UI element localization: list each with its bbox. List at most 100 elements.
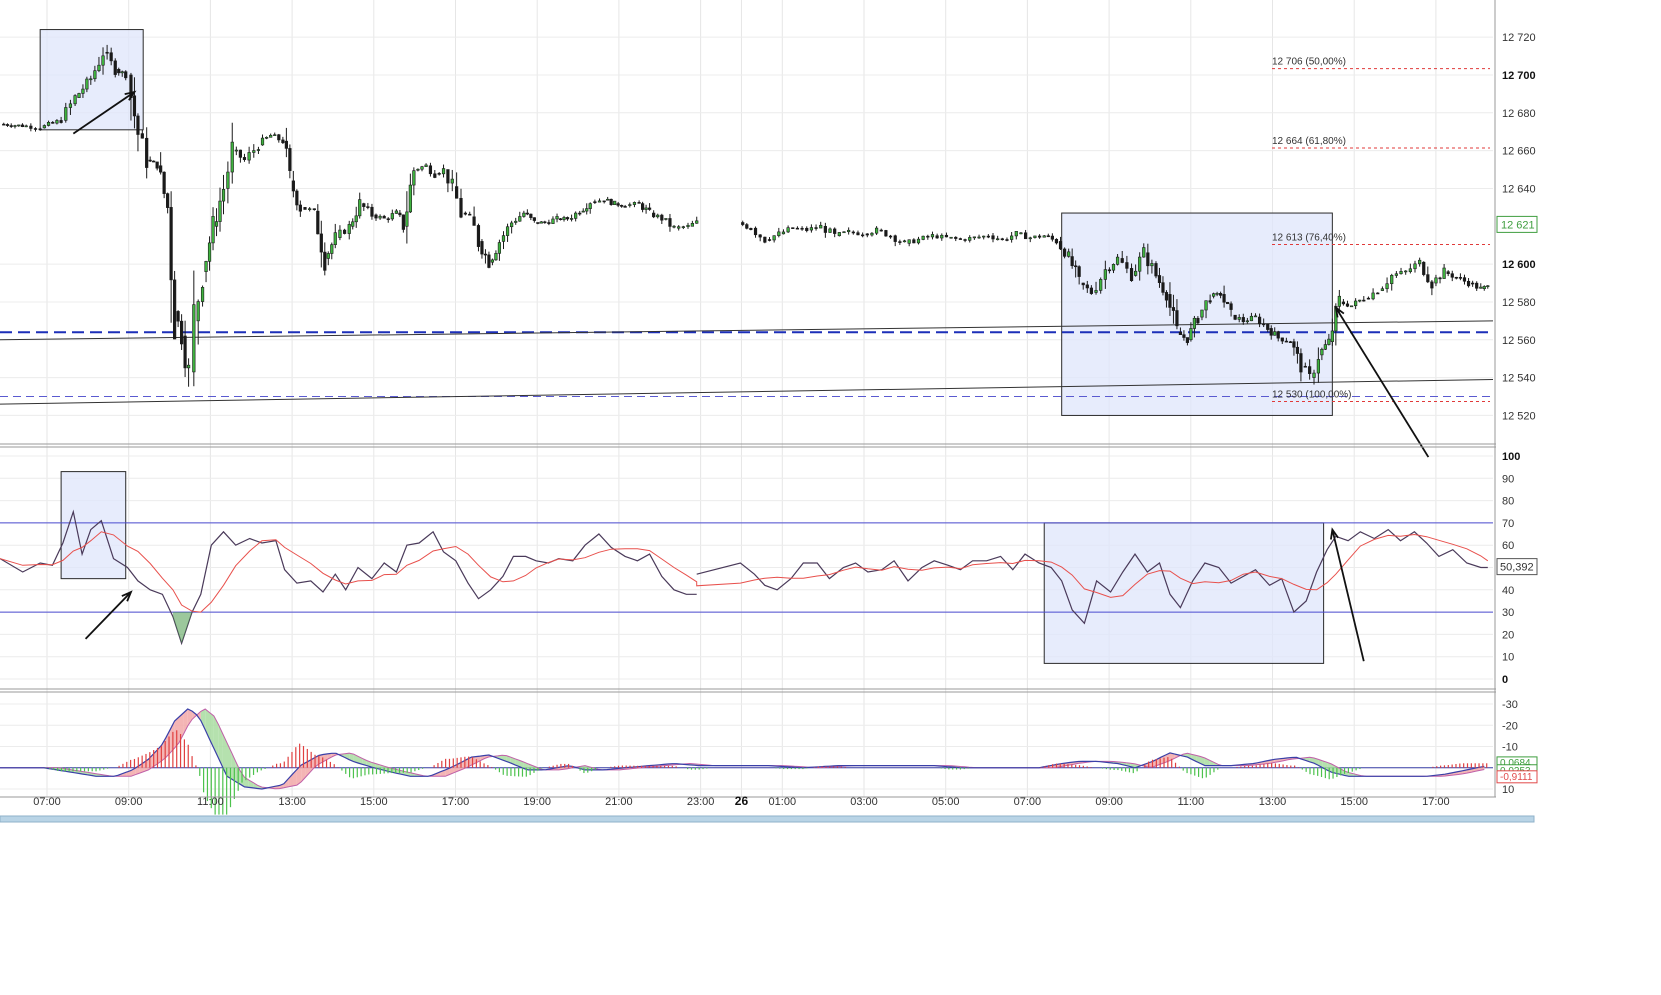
price-tick-label-9: 12 520 — [1502, 410, 1536, 422]
candle-body-30 — [124, 72, 127, 78]
candle-body-149 — [589, 204, 592, 209]
candle-body-76 — [304, 207, 307, 209]
candle-body-24 — [102, 56, 105, 65]
candle-body-180 — [759, 235, 762, 237]
time-scrollbar[interactable] — [0, 816, 1534, 822]
candle-body-267 — [1151, 263, 1154, 265]
candle-body-283 — [1209, 301, 1212, 302]
osc-tick-label-8: 20 — [1502, 629, 1514, 641]
macd-tick-label-2: -10 — [1502, 742, 1518, 754]
candle-body-49 — [197, 302, 200, 321]
candle-body-112 — [447, 170, 450, 184]
candle-body-103 — [409, 185, 412, 212]
candle-body-92 — [367, 207, 370, 208]
candle-body-50 — [201, 287, 204, 301]
candle-body-239 — [1034, 236, 1037, 238]
candle-body-25 — [106, 52, 109, 53]
candle-body-198 — [843, 232, 846, 233]
candle-body-123 — [491, 260, 494, 262]
candle-body-199 — [847, 230, 850, 231]
candle-body-41 — [166, 194, 169, 208]
candle-body-330 — [1395, 274, 1398, 276]
candle-body-256 — [1104, 270, 1107, 280]
candle-body-136 — [540, 222, 543, 223]
candle-body-82 — [327, 254, 330, 259]
candle-body-204 — [871, 233, 874, 235]
time-tick-label-8: 23:00 — [687, 796, 715, 808]
candle-body-288 — [1226, 302, 1229, 303]
candle-body-248 — [1071, 257, 1074, 266]
candle-body-57 — [227, 172, 230, 188]
candle-body-150 — [594, 202, 597, 203]
osc-tick-label-9: 10 — [1502, 652, 1514, 664]
candle-body-125 — [498, 243, 501, 254]
candle-body-108 — [429, 166, 432, 174]
macd-value-label-2: -0,9111 — [1500, 772, 1533, 783]
candle-body-277 — [1186, 338, 1189, 343]
candle-body-321 — [1354, 301, 1357, 306]
candle-body-201 — [857, 233, 860, 235]
candle-body-181 — [764, 237, 767, 242]
candle-body-269 — [1158, 275, 1161, 282]
candle-body-153 — [606, 199, 609, 200]
candle-body-306 — [1296, 347, 1299, 353]
candle-body-194 — [824, 226, 827, 232]
candle-body-146 — [578, 213, 581, 214]
candle-body-274 — [1176, 311, 1179, 326]
candle-body-212 — [908, 240, 911, 244]
price-tick-label-3: 12 660 — [1502, 146, 1536, 158]
time-tick-label-5: 17:00 — [442, 796, 470, 808]
candle-body-276 — [1183, 335, 1186, 338]
candle-body-240 — [1038, 236, 1041, 237]
candle-body-297 — [1262, 324, 1265, 325]
candle-body-233 — [1006, 240, 1009, 241]
candle-body-43 — [173, 280, 176, 339]
candle-body-347 — [1467, 281, 1470, 286]
candle-body-145 — [574, 213, 577, 218]
candle-body-14 — [60, 120, 63, 122]
horizontal-scrollbar[interactable] — [0, 816, 1534, 822]
candle-body-161 — [638, 202, 641, 203]
candle-body-45 — [180, 321, 183, 344]
candle-body-81 — [323, 252, 326, 270]
candle-body-129 — [514, 221, 517, 222]
candle-body-296 — [1258, 317, 1261, 324]
candle-body-98 — [391, 213, 394, 218]
fib-label-0: 12 706 (50,00%) — [1272, 57, 1346, 68]
candle-body-289 — [1230, 304, 1233, 310]
candle-body-250 — [1078, 267, 1081, 277]
candle-body-167 — [661, 215, 664, 220]
candle-body-344 — [1455, 277, 1458, 278]
candle-body-220 — [945, 235, 948, 237]
candle-body-109 — [434, 174, 437, 178]
candle-body-231 — [996, 239, 999, 240]
time-tick-label-9: 26 — [735, 794, 749, 808]
candle-body-4 — [17, 125, 20, 126]
candle-body-53 — [212, 216, 215, 242]
candle-body-345 — [1459, 277, 1462, 278]
candle-body-312 — [1321, 349, 1324, 355]
time-tick-label-17: 15:00 — [1340, 796, 1368, 808]
candle-body-122 — [488, 255, 491, 268]
candle-body-258 — [1112, 264, 1115, 270]
candle-body-137 — [544, 222, 547, 223]
candle-body-67 — [269, 135, 272, 137]
time-tick-label-2: 11:00 — [197, 796, 224, 808]
candle-body-12 — [51, 122, 54, 123]
candle-body-333 — [1409, 269, 1412, 272]
candle-body-159 — [628, 205, 631, 206]
fib-label-1: 12 664 (61,80%) — [1272, 136, 1346, 147]
candle-body-80 — [320, 234, 323, 252]
candle-body-121 — [484, 254, 487, 255]
candle-body-77 — [308, 209, 311, 210]
candle-body-160 — [633, 202, 636, 204]
candle-body-188 — [796, 228, 799, 229]
candle-body-310 — [1313, 373, 1316, 378]
candle-body-100 — [399, 213, 402, 215]
candle-body-174 — [691, 223, 694, 226]
candle-body-219 — [940, 235, 943, 238]
candle-body-140 — [556, 216, 559, 219]
time-tick-label-11: 03:00 — [850, 796, 878, 808]
candle-body-35 — [145, 138, 148, 167]
